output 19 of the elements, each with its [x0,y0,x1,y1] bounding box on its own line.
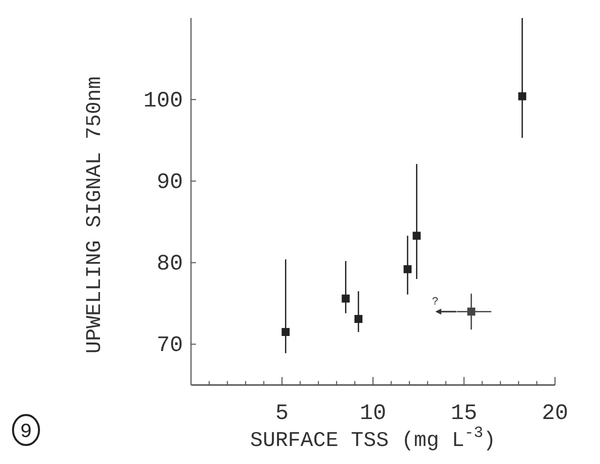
point [467,308,476,316]
point [342,294,350,303]
y-tick-label: 100 [143,88,183,114]
x-tick-label: 5 [275,401,289,426]
point [518,92,526,100]
point [404,265,412,274]
point [354,314,362,323]
x-tick-label: 15 [450,401,478,426]
text: 9 [20,421,32,444]
y-tick-label: 80 [156,252,183,277]
y-tick-label: 70 [156,333,183,358]
x-tick-label: 20 [542,401,568,426]
point [412,232,421,240]
y-tick-label: 90 [156,170,183,196]
y-axis-title: UPWELLING SIGNAL 750nm [84,76,107,354]
point [282,328,290,336]
x-tick-label: 10 [360,401,386,426]
annotation: ? [432,296,439,309]
x-axis-title: SURFACE TSS (mg L$^{-3}$) [250,424,496,453]
